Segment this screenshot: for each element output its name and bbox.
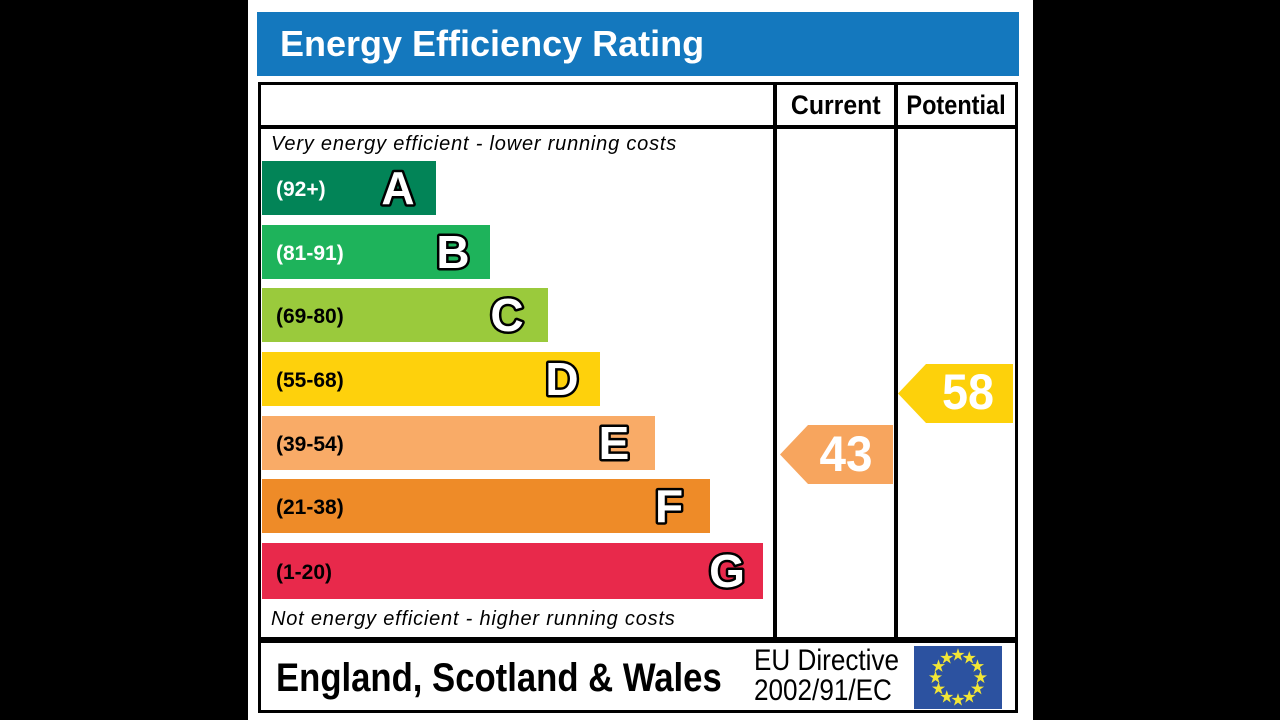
svg-text:C: C	[490, 291, 523, 339]
svg-text:43: 43	[820, 426, 873, 482]
svg-text:F: F	[655, 482, 683, 530]
svg-text:A: A	[381, 164, 414, 212]
svg-text:D: D	[545, 355, 578, 403]
svg-text:B: B	[436, 228, 469, 276]
svg-text:E: E	[599, 419, 630, 467]
svg-text:58: 58	[942, 364, 994, 420]
svg-text:G: G	[709, 547, 745, 595]
